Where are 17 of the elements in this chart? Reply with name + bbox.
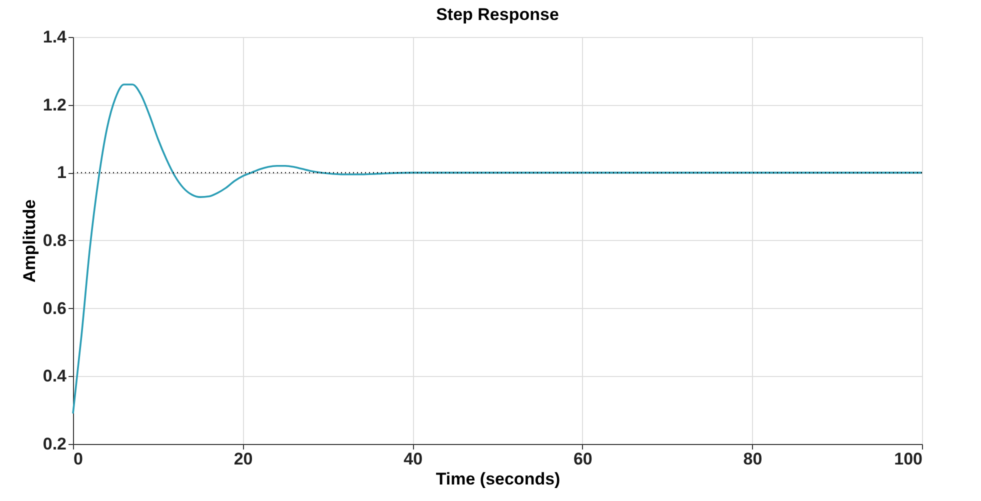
- chart-title: Step Response: [436, 5, 559, 24]
- line-series: [72, 84, 923, 414]
- y-tick-label: 1.2: [42, 95, 66, 114]
- x-axis-title: Time (seconds): [436, 470, 560, 488]
- y-axis-title: Amplitude: [20, 199, 39, 283]
- x-tick-label: 100: [894, 450, 922, 468]
- y-tick-label: 0.4: [42, 366, 68, 386]
- x-tick-label: 60: [573, 450, 592, 468]
- y-tick-label: 0.2: [42, 434, 66, 454]
- y-tick-label: 0.6: [42, 298, 66, 318]
- x-tick-label: 80: [743, 450, 762, 468]
- x-tick-label: 20: [234, 450, 253, 468]
- y-tick-label: 1: [57, 163, 66, 182]
- y-tick-label: 0.8: [42, 231, 66, 250]
- y-tick-label: 1.4: [42, 28, 68, 46]
- x-tick-label: 0: [74, 450, 83, 468]
- x-tick-label: 40: [404, 450, 423, 468]
